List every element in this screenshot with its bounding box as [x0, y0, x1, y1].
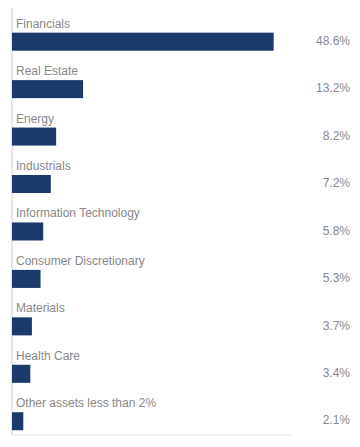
bar	[12, 270, 41, 288]
category-label: Other assets less than 2%	[16, 396, 156, 410]
category-label: Health Care	[16, 349, 80, 363]
value-label: 48.6%	[316, 34, 350, 48]
bar	[12, 33, 274, 51]
bar	[12, 365, 30, 383]
category-label: Real Estate	[16, 64, 78, 78]
value-label: 3.4%	[323, 366, 351, 380]
bar	[12, 175, 51, 193]
value-label: 3.7%	[323, 319, 351, 333]
category-label: Information Technology	[16, 206, 140, 220]
category-label: Energy	[16, 112, 54, 126]
bar	[12, 317, 32, 335]
labels: Financials 48.6% Real Estate 13.2% Energy 8.2…	[16, 17, 350, 428]
x-axis-line	[12, 435, 292, 436]
bar	[12, 222, 43, 240]
value-label: 8.2%	[323, 129, 351, 143]
value-label: 7.2%	[323, 176, 351, 190]
category-label: Materials	[16, 301, 65, 315]
value-label: 2.1%	[323, 413, 351, 427]
value-label: 13.2%	[316, 81, 350, 95]
bar	[12, 80, 83, 98]
category-label: Consumer Discretionary	[16, 254, 145, 268]
bars	[12, 33, 274, 431]
chart: Financials 48.6% Real Estate 13.2% Energy 8.2…	[0, 0, 360, 447]
bar	[12, 128, 56, 146]
value-label: 5.3%	[323, 271, 351, 285]
value-label: 5.8%	[323, 224, 351, 238]
bar	[12, 412, 23, 430]
background	[0, 0, 360, 447]
category-label: Financials	[16, 17, 70, 31]
chart-container: Financials 48.6% Real Estate 13.2% Energy 8.2…	[0, 0, 360, 447]
category-label: Industrials	[16, 159, 71, 173]
